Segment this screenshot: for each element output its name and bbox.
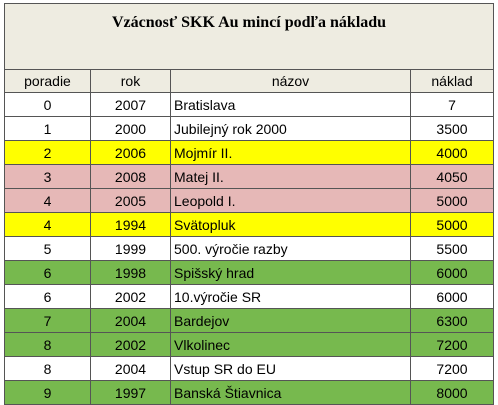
table-row: 6 1998 Spišský hrad 6000 <box>4 260 495 285</box>
table-row: 4 2005 Leopold I. 5000 <box>4 188 495 213</box>
table-cell: Jubilejný rok 2000 <box>170 116 411 141</box>
table-row: 8 2002 Vlkolinec 7200 <box>4 332 495 357</box>
table-cell: 4 <box>4 188 91 213</box>
table-cell: Leopold I. <box>170 188 411 213</box>
table-cell: 5 <box>4 236 91 261</box>
table-cell: 2008 <box>90 164 171 189</box>
table-row: 2 2006 Mojmír II. 4000 <box>4 140 495 165</box>
table-row: 1 2000 Jubilejný rok 2000 3500 <box>4 116 495 141</box>
table-cell: 5000 <box>409 188 495 213</box>
table-cell: Bratislava <box>170 92 411 117</box>
table-cell: 6 <box>4 284 91 309</box>
table-cell: 10.výročie SR <box>170 284 411 309</box>
table-cell: Svätopluk <box>170 212 411 237</box>
table-cell: 2006 <box>90 140 171 165</box>
table-cell: Vstup SR do EU <box>170 356 411 381</box>
table-cell: 0 <box>4 92 91 117</box>
table-cell: 6300 <box>409 308 495 333</box>
column-header: rok <box>90 69 171 93</box>
table-row: 3 2008 Matej II. 4050 <box>4 164 495 189</box>
table-cell: 2004 <box>90 308 171 333</box>
table-cell: 6 <box>4 260 91 285</box>
table-cell: 3 <box>4 164 91 189</box>
table-row: 6 2002 10.výročie SR 6000 <box>4 284 495 309</box>
table-cell: 1998 <box>90 260 171 285</box>
table-cell: 2002 <box>90 332 171 357</box>
column-header: názov <box>170 69 411 93</box>
column-header: poradie <box>4 69 91 93</box>
column-header: náklad <box>409 69 495 93</box>
table-cell: 4 <box>4 212 91 237</box>
table-cell: 7 <box>409 92 495 117</box>
table-cell: 7 <box>4 308 91 333</box>
table-cell: 2 <box>4 140 91 165</box>
table-cell: 4050 <box>409 164 495 189</box>
table-cell: Bardejov <box>170 308 411 333</box>
table-cell: 2000 <box>90 116 171 141</box>
table-row: 8 2004 Vstup SR do EU 7200 <box>4 356 495 381</box>
table-title: Vzácnosť SKK Au mincí podľa nákladu <box>3 3 495 70</box>
table-cell: 8 <box>4 356 91 381</box>
table-cell: 7200 <box>409 332 495 357</box>
table-cell: 2005 <box>90 188 171 213</box>
table-cell: Matej II. <box>170 164 411 189</box>
table-row: 5 1999 500. výročie razby 5500 <box>4 236 495 261</box>
table-cell: 500. výročie razby <box>170 236 411 261</box>
table-row: 0 2007 Bratislava 7 <box>4 92 495 117</box>
table-cell: 5500 <box>409 236 495 261</box>
table-cell: 8 <box>4 332 91 357</box>
table-cell: Spišský hrad <box>170 260 411 285</box>
table-cell: 5000 <box>409 212 495 237</box>
table-cell: 6000 <box>409 260 495 285</box>
table-cell: 1994 <box>90 212 171 237</box>
table-cell: 1 <box>4 116 91 141</box>
table-cell: 7200 <box>409 356 495 381</box>
table-cell: 2004 <box>90 356 171 381</box>
table-cell: 1999 <box>90 236 171 261</box>
table-cell: 6000 <box>409 284 495 309</box>
coin-table: Vzácnosť SKK Au mincí podľa nákladu pora… <box>3 3 495 405</box>
header-row: poradie rok názov náklad <box>4 69 495 93</box>
table-cell: Mojmír II. <box>170 140 411 165</box>
table-cell: 4000 <box>409 140 495 165</box>
table-cell: 3500 <box>409 116 495 141</box>
table-row: 7 2004 Bardejov 6300 <box>4 308 495 333</box>
table-cell: 2002 <box>90 284 171 309</box>
table-cell: Vlkolinec <box>170 332 411 357</box>
table-cell: 2007 <box>90 92 171 117</box>
table-row: 4 1994 Svätopluk 5000 <box>4 212 495 237</box>
